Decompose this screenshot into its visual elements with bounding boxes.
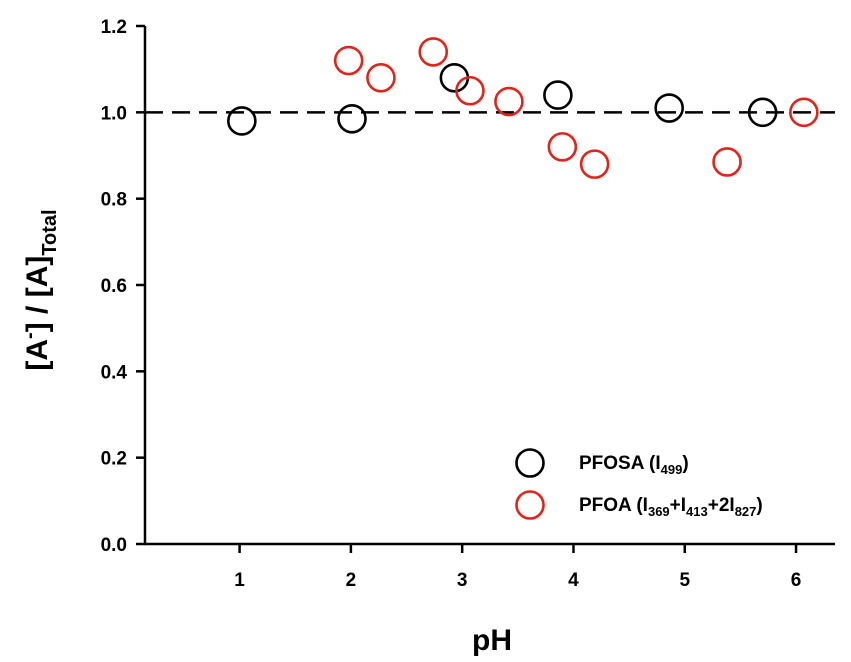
data-point bbox=[543, 80, 573, 110]
data-point bbox=[455, 75, 485, 106]
y-axis-title: [A-] / [A]Total bbox=[19, 209, 61, 370]
legend-label-subscript: 369 bbox=[648, 504, 670, 519]
data-point bbox=[333, 45, 364, 76]
data-point bbox=[654, 93, 684, 123]
y-tick-label: 0.2 bbox=[101, 449, 127, 470]
legend-label: PFOSA (I499) bbox=[579, 453, 689, 477]
data-point bbox=[366, 63, 396, 93]
data-point bbox=[494, 86, 524, 117]
data-point bbox=[418, 37, 449, 67]
legend-label-subscript: 827 bbox=[735, 504, 757, 519]
legend-label-subscript: 499 bbox=[661, 462, 683, 477]
legend-label: PFOA (I369+I413+2I827) bbox=[579, 495, 763, 519]
legend-label-text: +I bbox=[670, 495, 686, 516]
data-point bbox=[579, 149, 610, 179]
x-axis-title: pH bbox=[472, 624, 512, 657]
legend-marker bbox=[515, 490, 545, 520]
data-point bbox=[227, 106, 257, 136]
legend-label-text: PFOSA (I bbox=[579, 453, 661, 474]
x-tick-label: 2 bbox=[346, 570, 357, 591]
data-points bbox=[227, 37, 819, 179]
legend: PFOSA (I499)PFOA (I369+I413+2I827) bbox=[515, 448, 763, 520]
axes bbox=[143, 26, 835, 546]
y-tick-label: 1.0 bbox=[101, 103, 127, 124]
x-tick-label: 1 bbox=[234, 570, 245, 591]
data-point bbox=[547, 132, 578, 162]
legend-label-text: ) bbox=[682, 453, 688, 474]
x-tick-label: 3 bbox=[457, 570, 468, 591]
y-tick-label: 0.0 bbox=[101, 535, 127, 556]
ticks: 0.0 0.2 0.4 0.6 0.8 1.0 1.2 1 2 3 4 5 6 bbox=[101, 17, 802, 591]
y-tick-label: 0.8 bbox=[101, 190, 127, 211]
y-title-prefix: [A bbox=[21, 339, 54, 371]
legend-label-text: +2I bbox=[708, 495, 735, 516]
legend-label-subscript: 413 bbox=[686, 504, 708, 519]
data-point bbox=[789, 97, 819, 128]
data-point bbox=[712, 147, 742, 177]
y-tick-label: 1.2 bbox=[101, 17, 127, 38]
legend-label-text: ) bbox=[756, 495, 762, 516]
x-tick-label: 6 bbox=[791, 570, 802, 591]
y-tick-label: 0.6 bbox=[101, 276, 127, 297]
y-title-middle: ] / [A] bbox=[21, 256, 54, 333]
x-tick-label: 5 bbox=[679, 570, 690, 591]
y-title-superscript: - bbox=[19, 332, 41, 339]
x-tick-label: 4 bbox=[568, 570, 579, 591]
legend-label-text: PFOA (I bbox=[579, 495, 648, 516]
y-tick-label: 0.4 bbox=[101, 362, 128, 383]
data-point bbox=[747, 97, 778, 128]
legend-marker bbox=[515, 448, 545, 478]
y-title-subscript: Total bbox=[39, 209, 61, 255]
data-point bbox=[337, 104, 367, 134]
